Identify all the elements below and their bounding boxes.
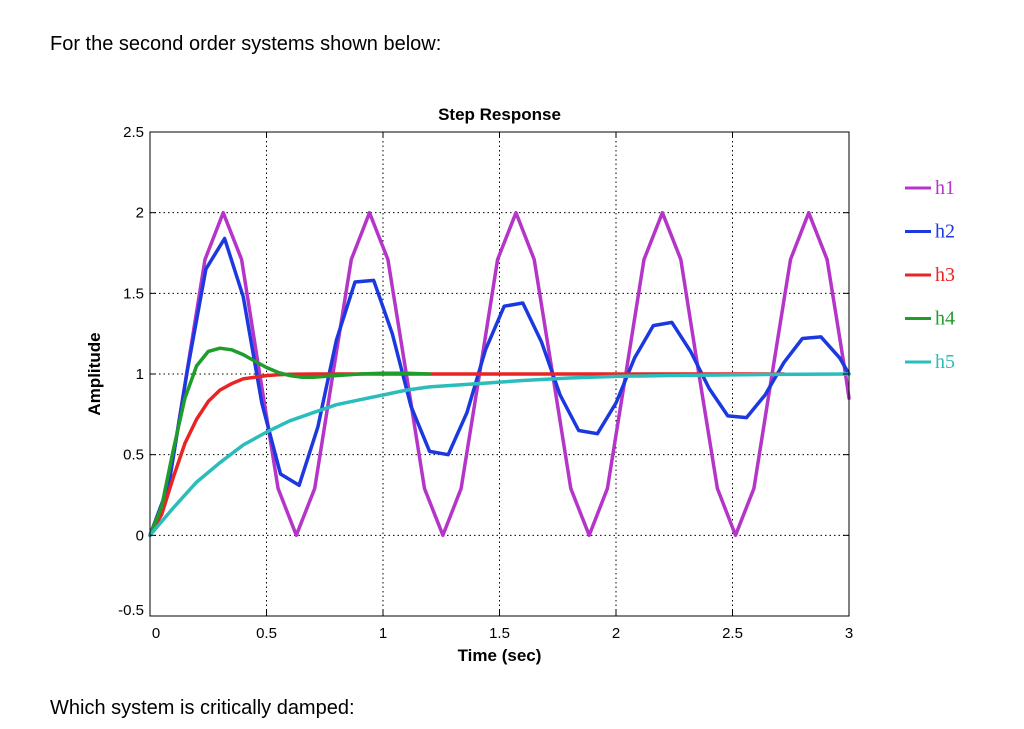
legend-label-h2: h2 xyxy=(935,221,955,243)
x-tick-label: 2.5 xyxy=(722,625,743,642)
intro-text: For the second order systems shown below… xyxy=(50,33,442,55)
y-tick-label: 1.5 xyxy=(123,285,144,302)
series-line-h5 xyxy=(148,372,851,538)
legend-label-h4: h4 xyxy=(935,308,955,330)
x-tick-label: 0 xyxy=(152,625,160,642)
x-axis-label: Time (sec) xyxy=(458,646,542,665)
y-tick-label: 0 xyxy=(136,527,144,544)
series-lines xyxy=(148,210,851,538)
y-axis-label: Amplitude xyxy=(85,332,104,415)
tick-labels: 0 0.5 1 1.5 2 2.5 3 -0.5 0 0.5 1 1.5 2 2.5 xyxy=(118,124,853,642)
y-tick-label: 2 xyxy=(136,205,144,222)
series-line-h3 xyxy=(148,372,786,538)
x-tick-label: 1 xyxy=(379,625,387,642)
x-tick-label: 0.5 xyxy=(256,625,277,642)
legend-label-h1: h1 xyxy=(935,177,955,199)
question-text: Which system is critically damped: xyxy=(50,697,355,719)
legend-label-h5: h5 xyxy=(935,351,955,373)
legend-label-h3: h3 xyxy=(935,264,955,286)
y-tick-label: 1 xyxy=(136,366,144,383)
series-line-h4 xyxy=(148,346,432,538)
x-tick-label: 3 xyxy=(845,625,853,642)
y-tick-label: 2.5 xyxy=(123,124,144,141)
x-tick-label: 2 xyxy=(612,625,620,642)
legend: h1 h2 h3 h4 h5 xyxy=(905,177,955,373)
axes xyxy=(149,131,850,617)
chart-title: Step Response xyxy=(438,105,561,124)
series-line-h2 xyxy=(148,236,851,538)
y-tick-label: 0.5 xyxy=(123,447,144,464)
y-tick-label: -0.5 xyxy=(118,602,144,619)
x-tick-label: 1.5 xyxy=(489,625,510,642)
